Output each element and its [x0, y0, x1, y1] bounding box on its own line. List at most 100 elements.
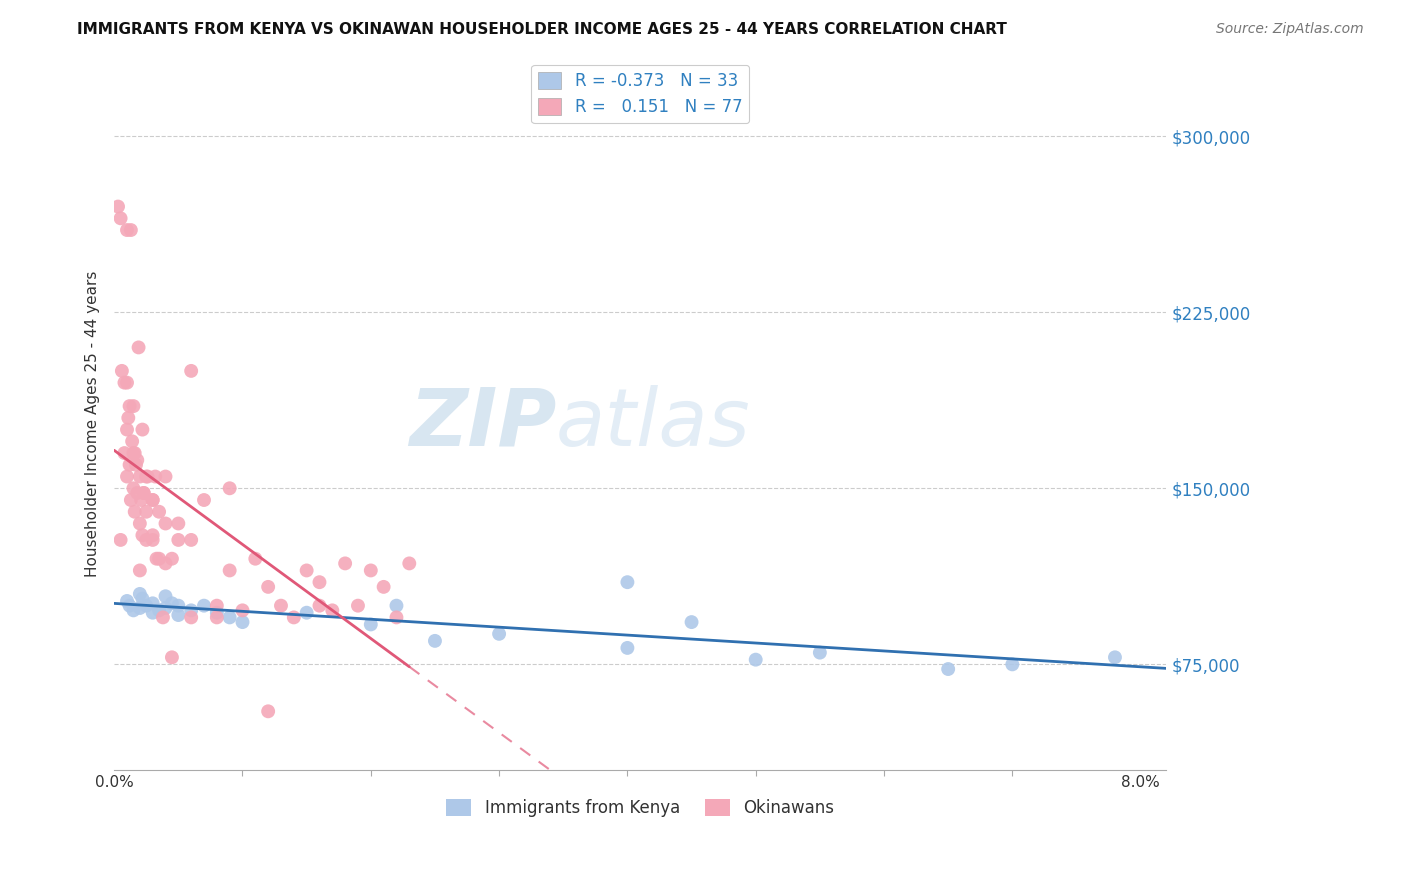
- Point: [398, 557, 420, 571]
- Point: [295, 606, 318, 620]
- Point: [180, 533, 202, 547]
- Point: [125, 458, 148, 472]
- Text: ZIP: ZIP: [409, 384, 555, 463]
- Point: [245, 551, 267, 566]
- Point: [180, 610, 202, 624]
- Point: [385, 610, 408, 624]
- Point: [308, 599, 330, 613]
- Point: [257, 704, 280, 718]
- Point: [131, 528, 153, 542]
- Point: [118, 458, 141, 472]
- Point: [385, 599, 408, 613]
- Legend: Immigrants from Kenya, Okinawans: Immigrants from Kenya, Okinawans: [440, 792, 841, 824]
- Point: [110, 211, 132, 226]
- Point: [321, 603, 343, 617]
- Point: [148, 551, 170, 566]
- Point: [135, 505, 157, 519]
- Point: [120, 223, 142, 237]
- Point: [118, 599, 141, 613]
- Point: [136, 469, 159, 483]
- Point: [115, 594, 138, 608]
- Point: [131, 591, 153, 606]
- Point: [135, 533, 157, 547]
- Point: [132, 486, 155, 500]
- Point: [167, 516, 190, 531]
- Point: [117, 410, 139, 425]
- Point: [373, 580, 395, 594]
- Point: [360, 564, 382, 578]
- Text: IMMIGRANTS FROM KENYA VS OKINAWAN HOUSEHOLDER INCOME AGES 25 - 44 YEARS CORRELAT: IMMIGRANTS FROM KENYA VS OKINAWAN HOUSEH…: [77, 22, 1007, 37]
- Point: [283, 610, 305, 624]
- Point: [142, 606, 165, 620]
- Point: [142, 596, 165, 610]
- Point: [423, 633, 446, 648]
- Point: [193, 599, 215, 613]
- Point: [122, 399, 145, 413]
- Point: [936, 662, 959, 676]
- Point: [128, 601, 150, 615]
- Point: [295, 564, 318, 578]
- Point: [122, 603, 145, 617]
- Point: [155, 516, 177, 531]
- Point: [114, 446, 136, 460]
- Point: [257, 580, 280, 594]
- Point: [180, 364, 202, 378]
- Point: [122, 446, 145, 460]
- Point: [110, 533, 132, 547]
- Point: [218, 610, 240, 624]
- Point: [155, 589, 177, 603]
- Point: [132, 486, 155, 500]
- Point: [616, 640, 638, 655]
- Point: [128, 340, 150, 354]
- Point: [128, 516, 150, 531]
- Point: [118, 399, 141, 413]
- Text: Source: ZipAtlas.com: Source: ZipAtlas.com: [1216, 22, 1364, 37]
- Point: [142, 493, 165, 508]
- Point: [114, 376, 136, 390]
- Point: [120, 493, 142, 508]
- Point: [129, 493, 152, 508]
- Point: [155, 469, 177, 483]
- Point: [167, 533, 190, 547]
- Y-axis label: Householder Income Ages 25 - 44 years: Householder Income Ages 25 - 44 years: [86, 270, 100, 577]
- Point: [347, 599, 370, 613]
- Point: [128, 587, 150, 601]
- Point: [148, 505, 170, 519]
- Point: [142, 528, 165, 542]
- Point: [270, 599, 292, 613]
- Point: [124, 505, 146, 519]
- Point: [616, 575, 638, 590]
- Point: [127, 486, 149, 500]
- Point: [128, 564, 150, 578]
- Text: atlas: atlas: [555, 384, 751, 463]
- Point: [142, 533, 165, 547]
- Point: [142, 493, 165, 508]
- Point: [308, 575, 330, 590]
- Point: [205, 610, 228, 624]
- Point: [107, 200, 129, 214]
- Point: [128, 469, 150, 483]
- Point: [121, 434, 143, 449]
- Point: [160, 596, 183, 610]
- Point: [1104, 650, 1126, 665]
- Point: [155, 601, 177, 615]
- Point: [167, 608, 190, 623]
- Point: [218, 481, 240, 495]
- Point: [808, 646, 831, 660]
- Point: [167, 599, 190, 613]
- Point: [135, 599, 157, 613]
- Point: [115, 469, 138, 483]
- Point: [160, 650, 183, 665]
- Point: [218, 564, 240, 578]
- Point: [115, 376, 138, 390]
- Point: [127, 453, 149, 467]
- Point: [145, 551, 167, 566]
- Point: [115, 223, 138, 237]
- Point: [231, 615, 253, 629]
- Point: [111, 364, 134, 378]
- Point: [231, 603, 253, 617]
- Point: [148, 603, 170, 617]
- Point: [155, 557, 177, 571]
- Point: [152, 610, 174, 624]
- Point: [1001, 657, 1024, 672]
